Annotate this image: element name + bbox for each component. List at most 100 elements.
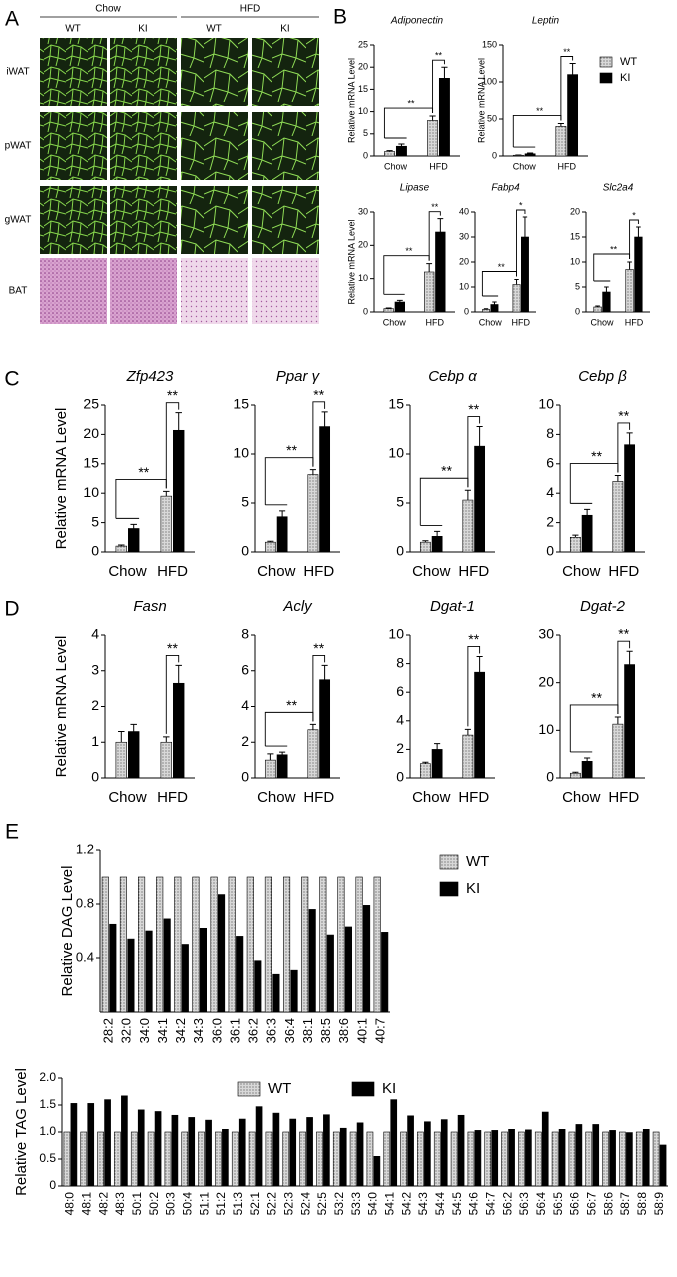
y-tick-label: 0.8 [76, 895, 94, 910]
sig-bracket [115, 478, 167, 519]
legend-swatch [599, 56, 613, 68]
sig-bracket [593, 253, 631, 282]
sig-bracket [312, 401, 326, 467]
bar [482, 309, 491, 313]
error-bar [614, 475, 621, 482]
x-tick-label: 34:1 [155, 1018, 170, 1043]
micrograph [252, 38, 319, 106]
bar [319, 426, 331, 553]
genotype-label: WT [206, 24, 222, 35]
sig-bracket [419, 477, 469, 526]
x-tick-label: Chow [479, 317, 503, 327]
x-tick-label: 54:5 [450, 1192, 464, 1216]
bar [431, 749, 443, 779]
y-tick-label: 4 [241, 697, 249, 713]
x-tick-label: 54:1 [382, 1192, 396, 1216]
sig-label: ** [468, 631, 479, 647]
bar [199, 927, 208, 1013]
legend-swatch [599, 72, 613, 84]
chart: 0 2 4 6 8 10 Chow HFD Dgat-1 ** [388, 598, 495, 806]
y-tick-label: 15 [388, 396, 404, 412]
bar [424, 1121, 431, 1187]
error-bar [626, 432, 633, 445]
sig-bracket [560, 56, 574, 121]
bar [272, 973, 280, 1013]
bar [276, 516, 288, 553]
y-axis-label: Relative mRNA Level [346, 219, 356, 304]
chart: 0 2 4 6 8 10 Chow HFD Cebp β ** ** [538, 368, 645, 580]
sig-label: ** [468, 401, 479, 417]
y-tick-label: 6 [241, 661, 249, 677]
bar [635, 1131, 643, 1187]
bar [619, 1131, 626, 1187]
legend-label: WT [620, 56, 637, 68]
y-tick-label: 1.0 [39, 1124, 56, 1138]
genotype-label: WT [65, 24, 81, 35]
y-tick-label: 20 [83, 425, 99, 441]
micrograph [110, 38, 177, 106]
y-tick-label: 0 [241, 543, 249, 559]
x-tick-label: 52:1 [248, 1192, 262, 1216]
bar [440, 1119, 448, 1187]
genotype-label: KI [280, 24, 289, 35]
micrograph [40, 38, 107, 106]
bar [508, 1129, 515, 1187]
y-axis-label: Relative mRNA Level [476, 58, 486, 143]
tissue-label: pWAT [5, 141, 32, 152]
sig-label: ** [441, 463, 452, 479]
sig-label: * [519, 200, 523, 210]
sig-label: * [632, 210, 636, 220]
genotype-label: KI [138, 24, 147, 35]
x-tick-label: 54:4 [433, 1192, 447, 1216]
legend-swatch [351, 1081, 375, 1097]
bar [612, 723, 624, 779]
bar [349, 1131, 357, 1187]
error-bar [422, 761, 429, 764]
bar [431, 536, 443, 553]
bar [593, 306, 602, 313]
x-tick-label: 34:0 [137, 1018, 152, 1043]
y-tick-label: 15 [570, 231, 580, 241]
x-tick-label: 51:3 [231, 1192, 245, 1216]
y-axis-label: Relative mRNA Level [346, 58, 356, 143]
bar [520, 236, 529, 313]
chart: 0 10 20 30 Chow HFD Lipase Relative mRNA Level *… [346, 183, 455, 327]
x-tick-label: 51:2 [214, 1192, 228, 1216]
x-tick-label: 58:9 [652, 1192, 666, 1216]
bar [395, 145, 407, 157]
bar [163, 918, 171, 1013]
x-tick-label: Chow [108, 563, 147, 580]
error-bar [118, 731, 125, 743]
error-bar [614, 716, 621, 725]
x-tick-label: HFD [625, 317, 644, 327]
bar [602, 1131, 609, 1187]
x-tick-label: 52:3 [281, 1192, 295, 1216]
bar [518, 1131, 525, 1187]
error-bar [163, 736, 170, 743]
x-tick-label: 32:0 [119, 1018, 134, 1043]
x-tick-label: Chow [108, 789, 147, 806]
bar [558, 1129, 566, 1187]
bar [484, 1131, 492, 1187]
micrograph [181, 258, 248, 324]
x-tick-label: 54:0 [366, 1192, 380, 1216]
x-tick-label: 50:2 [147, 1192, 161, 1216]
bar [332, 1131, 340, 1187]
chart: 0 5 10 15 Chow HFD Cebp α ** ** [388, 368, 495, 580]
y-tick-label: 50 [487, 113, 497, 123]
error-bar [426, 263, 433, 272]
y-tick-label: 30 [538, 626, 554, 642]
bar [435, 231, 446, 313]
y-tick-label: 20 [358, 62, 368, 72]
bar [127, 938, 135, 1013]
bar [290, 969, 298, 1013]
x-tick-label: HFD [303, 563, 334, 580]
y-tick-label: 10 [358, 273, 368, 283]
bar [390, 1099, 398, 1187]
error-bar [522, 216, 528, 237]
y-tick-label: 0 [396, 769, 404, 785]
bar [246, 876, 254, 1013]
chart-title: Dgat-1 [430, 598, 475, 615]
bar [474, 1130, 482, 1187]
